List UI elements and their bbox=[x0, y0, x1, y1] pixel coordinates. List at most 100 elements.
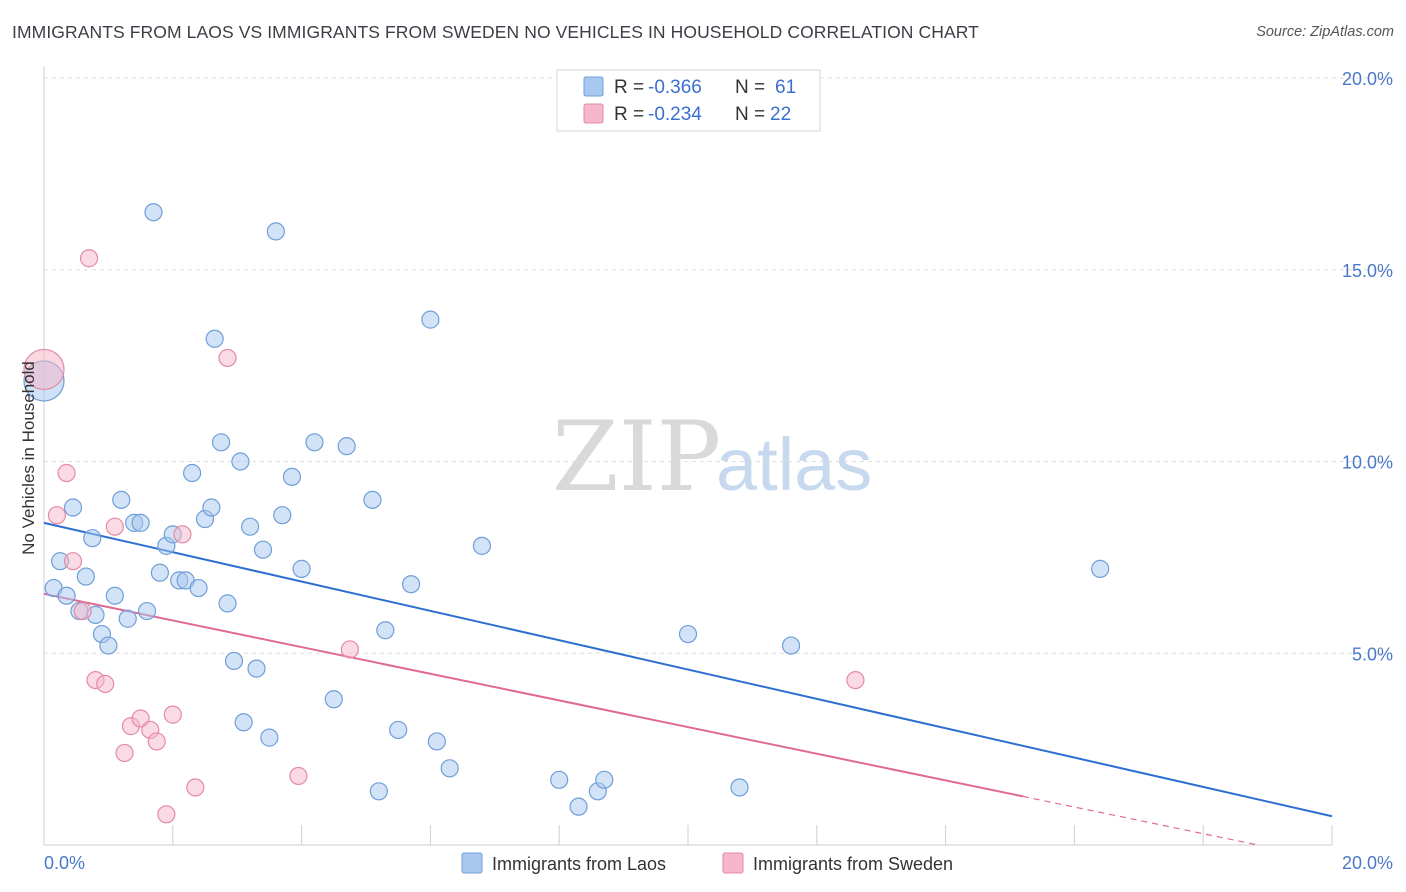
point-laos bbox=[150, 563, 170, 582]
x-tick-label: 0.0% bbox=[44, 853, 85, 873]
legend-n-value-laos: 61 bbox=[775, 77, 796, 98]
point-laos bbox=[305, 433, 324, 452]
legend-r-label-sweden: R = bbox=[614, 104, 644, 125]
point-laos bbox=[781, 636, 801, 655]
point-sweden bbox=[63, 552, 83, 571]
point-laos bbox=[63, 498, 83, 517]
point-laos bbox=[369, 782, 388, 801]
legend-top: R = -0.366 N = 61 R = -0.234 N = 22 bbox=[556, 69, 821, 132]
point-laos bbox=[240, 517, 260, 536]
bottom-legend-label-sweden: Immigrants from Sweden bbox=[753, 854, 953, 874]
legend-n-label-laos: N = bbox=[735, 77, 765, 98]
point-sweden bbox=[173, 525, 192, 544]
legend-r-value-sweden: -0.234 bbox=[648, 104, 702, 125]
point-laos bbox=[472, 536, 492, 555]
point-laos bbox=[260, 728, 279, 747]
point-laos bbox=[105, 586, 124, 605]
point-laos bbox=[678, 624, 698, 644]
point-laos bbox=[83, 529, 102, 548]
legend-swatch-sweden bbox=[583, 103, 604, 124]
trend-line-1 bbox=[43, 592, 1024, 798]
point-laos bbox=[118, 609, 137, 628]
point-laos bbox=[730, 778, 749, 797]
legend-r-value-laos: -0.366 bbox=[648, 77, 702, 98]
point-laos bbox=[389, 720, 408, 740]
point-laos bbox=[212, 433, 231, 452]
point-laos bbox=[550, 770, 569, 789]
point-laos bbox=[189, 578, 208, 598]
point-laos bbox=[224, 651, 244, 671]
point-laos bbox=[292, 559, 311, 578]
legend-bottom: Immigrants from Laos Immigrants from Swe… bbox=[461, 852, 953, 874]
legend-swatch-laos bbox=[583, 76, 604, 97]
point-laos bbox=[440, 759, 459, 778]
point-laos bbox=[218, 594, 237, 613]
point-sweden bbox=[73, 601, 92, 621]
x-tick-labels: 0.0% 20.0% bbox=[44, 853, 1393, 873]
point-laos bbox=[99, 636, 118, 655]
point-laos bbox=[1091, 559, 1110, 578]
point-sweden bbox=[115, 743, 134, 763]
point-laos bbox=[401, 575, 421, 594]
point-laos bbox=[112, 490, 131, 509]
point-laos bbox=[57, 586, 76, 605]
point-sweden bbox=[186, 778, 205, 797]
y-tick-label: 5.0% bbox=[1352, 644, 1393, 664]
data-points bbox=[23, 203, 1110, 824]
point-laos bbox=[324, 690, 343, 709]
point-laos bbox=[273, 506, 292, 525]
point-laos bbox=[202, 498, 221, 517]
y-axis-label: No Vehicles in Household bbox=[19, 361, 38, 555]
point-sweden bbox=[157, 805, 176, 824]
point-laos bbox=[253, 540, 273, 559]
point-sweden bbox=[846, 670, 865, 690]
grid-lines bbox=[44, 77, 1392, 654]
trend-line-extension-1 bbox=[1022, 795, 1258, 846]
y-tick-label: 15.0% bbox=[1342, 261, 1393, 281]
point-laos bbox=[144, 203, 163, 222]
point-sweden bbox=[96, 674, 115, 694]
point-laos bbox=[234, 713, 253, 732]
bottom-legend-label-laos: Immigrants from Laos bbox=[492, 854, 666, 874]
point-laos bbox=[427, 732, 446, 751]
bottom-legend-swatch-sweden bbox=[722, 852, 744, 874]
point-sweden bbox=[289, 766, 308, 786]
point-sweden bbox=[105, 517, 124, 536]
legend-n-label-sweden: N = bbox=[735, 104, 765, 125]
point-sweden bbox=[57, 463, 76, 483]
legend-n-value-sweden: 22 bbox=[770, 104, 791, 125]
point-laos bbox=[569, 797, 588, 816]
watermark-atlas: atlas bbox=[716, 423, 872, 506]
point-sweden bbox=[79, 249, 99, 268]
point-laos bbox=[247, 659, 266, 678]
point-laos bbox=[137, 601, 157, 621]
trend-line-0 bbox=[43, 521, 1333, 818]
point-laos bbox=[231, 452, 250, 471]
point-sweden bbox=[47, 506, 66, 525]
point-sweden bbox=[163, 705, 182, 724]
point-sweden bbox=[340, 640, 359, 659]
point-laos bbox=[421, 310, 440, 329]
axes bbox=[43, 66, 1333, 846]
source-label: Source: ZipAtlas.com bbox=[1256, 24, 1394, 40]
x-tick-label: 20.0% bbox=[1342, 853, 1393, 873]
point-laos bbox=[131, 513, 150, 532]
point-sweden bbox=[218, 348, 237, 368]
y-tick-labels: 5.0% 10.0% 15.0% 20.0% bbox=[1342, 69, 1393, 664]
trend-lines bbox=[43, 521, 1333, 846]
chart-title: IMMIGRANTS FROM LAOS VS IMMIGRANTS FROM … bbox=[12, 22, 979, 42]
point-laos bbox=[337, 437, 356, 456]
point-laos bbox=[183, 463, 202, 483]
watermark-zip: ZIP bbox=[552, 401, 721, 513]
point-laos bbox=[205, 329, 224, 348]
point-laos bbox=[363, 490, 382, 509]
legend-r-label-laos: R = bbox=[614, 77, 644, 98]
point-laos bbox=[376, 621, 395, 640]
point-laos bbox=[595, 770, 614, 789]
watermark: ZIP atlas bbox=[552, 401, 872, 513]
point-laos bbox=[282, 467, 302, 486]
point-laos bbox=[266, 222, 285, 241]
bottom-legend-swatch-laos bbox=[461, 852, 483, 874]
y-tick-label: 20.0% bbox=[1342, 69, 1393, 89]
